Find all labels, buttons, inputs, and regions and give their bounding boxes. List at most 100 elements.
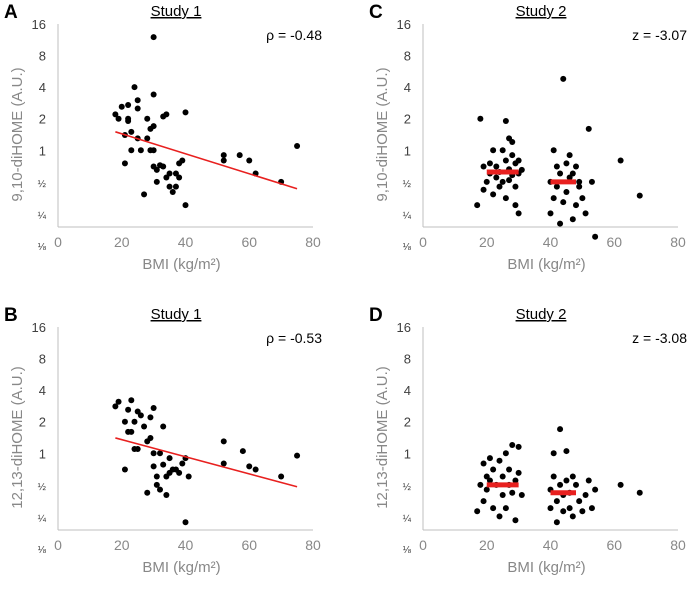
panel-title-b: Study 1 bbox=[151, 306, 202, 323]
data-point-c bbox=[509, 138, 516, 145]
data-point-d bbox=[515, 443, 522, 450]
data-point-d bbox=[518, 492, 525, 499]
data-point-b bbox=[150, 463, 157, 470]
data-point-b bbox=[179, 460, 186, 467]
data-point-d bbox=[499, 492, 506, 499]
trend-line-a bbox=[115, 131, 298, 190]
x-tick-label-c: 20 bbox=[479, 234, 495, 250]
data-point-c bbox=[550, 195, 557, 202]
x-tick-label-d: 40 bbox=[543, 537, 559, 553]
data-point-d bbox=[486, 455, 493, 462]
data-point-c bbox=[553, 183, 560, 190]
data-point-c bbox=[502, 195, 509, 202]
data-point-a bbox=[131, 84, 138, 91]
data-point-c bbox=[499, 178, 506, 185]
data-point-c bbox=[588, 178, 595, 185]
data-point-d bbox=[474, 508, 481, 515]
data-point-c bbox=[509, 152, 516, 159]
data-point-c bbox=[560, 75, 567, 82]
data-point-c bbox=[566, 152, 573, 159]
y-tick-label-a: 16 bbox=[32, 17, 46, 32]
data-point-c bbox=[636, 192, 643, 199]
data-point-d bbox=[582, 492, 589, 499]
data-point-c bbox=[569, 170, 576, 177]
data-point-d bbox=[506, 466, 513, 473]
y-axis-label-c: 9,10-diHOME (A.U.) bbox=[374, 67, 391, 201]
data-point-a bbox=[176, 174, 183, 181]
panel-title-a: Study 1 bbox=[151, 3, 202, 20]
x-axis-label-d: BMI (kg/m²) bbox=[507, 559, 585, 576]
data-point-c bbox=[582, 210, 589, 217]
data-point-c bbox=[506, 177, 513, 184]
y-tick-label-a: ¼ bbox=[38, 209, 47, 221]
stat-label-d: z = -3.08 bbox=[632, 330, 687, 346]
panel-label-d: D bbox=[369, 305, 383, 326]
data-point-b bbox=[134, 445, 141, 452]
x-axis-label-a: BMI (kg/m²) bbox=[142, 256, 220, 273]
y-tick-label-a: 8 bbox=[39, 49, 46, 64]
data-point-a bbox=[294, 142, 301, 149]
y-tick-label-b: 4 bbox=[39, 383, 46, 398]
y-tick-label-a: 1 bbox=[39, 143, 46, 158]
data-point-d bbox=[490, 505, 497, 512]
x-tick-label-d: 80 bbox=[670, 537, 686, 553]
data-point-b bbox=[160, 461, 167, 468]
data-point-c bbox=[502, 157, 509, 164]
data-point-d bbox=[569, 513, 576, 520]
data-point-d bbox=[569, 473, 576, 480]
data-point-c bbox=[515, 210, 522, 217]
x-tick-label-c: 60 bbox=[606, 234, 622, 250]
data-point-c bbox=[499, 147, 506, 154]
data-point-d bbox=[553, 498, 560, 505]
data-point-b bbox=[153, 473, 160, 480]
data-point-b bbox=[147, 434, 154, 441]
data-point-d bbox=[515, 469, 522, 476]
data-point-d bbox=[617, 481, 624, 488]
panel-label-c: C bbox=[369, 2, 383, 23]
y-tick-label-a: 2 bbox=[39, 112, 46, 127]
data-point-a bbox=[150, 91, 157, 98]
data-point-c bbox=[512, 183, 519, 190]
x-axis-label-b: BMI (kg/m²) bbox=[142, 559, 220, 576]
data-point-d bbox=[557, 426, 564, 433]
y-tick-label-d: 1 bbox=[404, 446, 411, 461]
data-point-c bbox=[557, 220, 564, 227]
x-tick-label-a: 40 bbox=[178, 234, 194, 250]
data-point-c bbox=[569, 216, 576, 223]
data-point-a bbox=[182, 202, 189, 209]
data-point-b bbox=[115, 398, 122, 405]
y-tick-label-c: ½ bbox=[403, 179, 412, 190]
data-point-b bbox=[157, 486, 163, 493]
panel-label-a: A bbox=[4, 2, 18, 23]
data-point-d bbox=[592, 486, 599, 493]
data-point-a bbox=[144, 115, 151, 122]
x-tick-label-c: 80 bbox=[670, 234, 686, 250]
data-point-a bbox=[179, 157, 186, 164]
y-axis-label-b: 12,13-diHOME (A.U.) bbox=[9, 366, 26, 509]
y-tick-label-a: ½ bbox=[38, 179, 47, 190]
data-point-d bbox=[636, 489, 643, 496]
data-point-d bbox=[499, 473, 506, 480]
y-tick-label-d: 16 bbox=[397, 320, 411, 335]
y-tick-label-b: 1 bbox=[39, 446, 46, 461]
data-point-a bbox=[236, 152, 243, 159]
data-point-b bbox=[163, 492, 170, 499]
y-tick-label-d: ⅛ bbox=[403, 545, 412, 556]
data-point-a bbox=[144, 135, 151, 142]
y-tick-label-c: 4 bbox=[404, 80, 411, 95]
data-point-d bbox=[496, 513, 503, 520]
data-point-a bbox=[137, 147, 144, 154]
y-tick-label-d: 4 bbox=[404, 383, 411, 398]
data-point-a bbox=[150, 147, 157, 154]
y-tick-label-b: 8 bbox=[39, 352, 46, 367]
data-point-a bbox=[182, 109, 189, 116]
y-tick-label-a: ⅛ bbox=[38, 242, 47, 253]
data-point-d bbox=[550, 473, 557, 480]
data-point-a bbox=[220, 152, 227, 159]
data-point-a bbox=[125, 102, 132, 109]
data-point-d bbox=[509, 441, 516, 448]
y-tick-label-b: 2 bbox=[39, 415, 46, 430]
data-point-b bbox=[252, 466, 259, 473]
data-point-d bbox=[557, 481, 564, 488]
data-point-d bbox=[573, 481, 579, 488]
